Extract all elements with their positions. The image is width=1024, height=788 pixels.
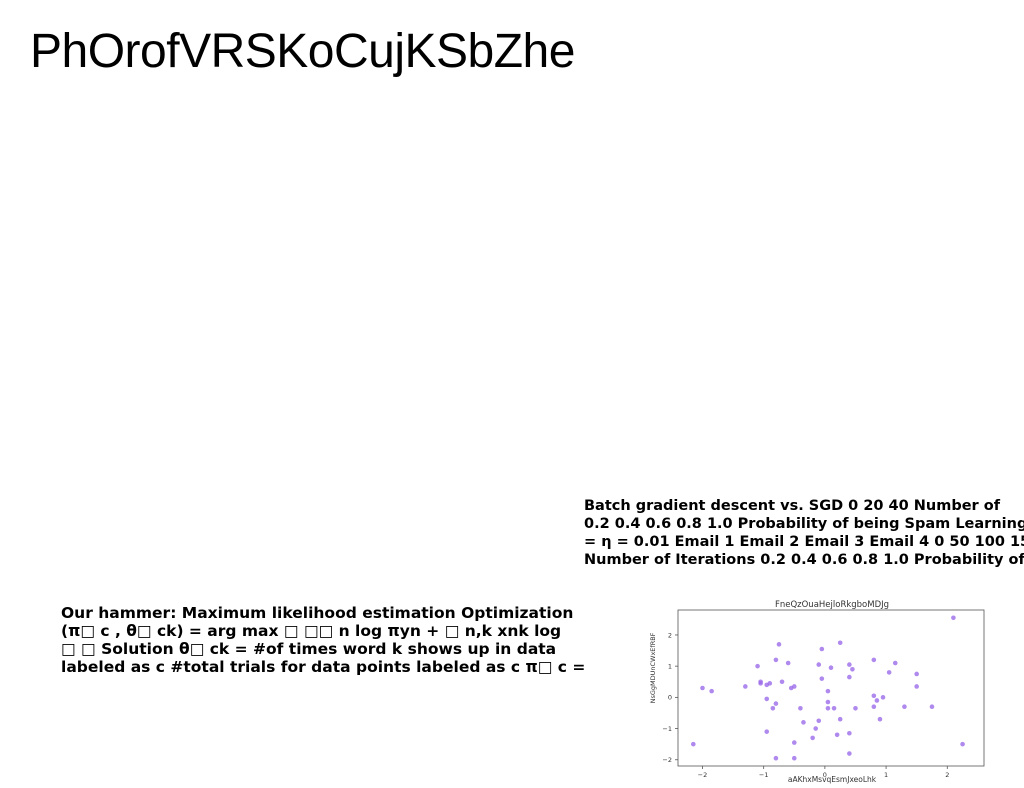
scatter-point [801, 720, 806, 725]
caption-line: = η = 0.01 Email 1 Email 2 Email 3 Email… [584, 534, 1024, 550]
scatter-point [825, 705, 831, 711]
scatter-point [837, 640, 843, 646]
figure-caption: Batch gradient descent vs. SGD 0 20 40 N… [584, 497, 1024, 569]
scatter-point [767, 681, 773, 686]
scatter-point [847, 674, 852, 680]
scatter-point [779, 679, 785, 685]
x-tick-label: −1 [759, 771, 769, 779]
plot-frame [677, 609, 985, 767]
scatter-point [825, 699, 831, 705]
scatter-point [773, 701, 779, 706]
scatter-point [960, 741, 965, 747]
body-line: □ □ Solution θ□ ck = #of times word k sh… [61, 640, 557, 658]
scatter-point [798, 705, 803, 711]
scatter-point [764, 729, 770, 734]
scatter-point [791, 740, 797, 745]
scatter-point [877, 716, 883, 722]
scatter-point [791, 684, 797, 689]
scatter-point [776, 642, 782, 647]
caption-line: Batch gradient descent vs. SGD 0 20 40 N… [584, 498, 1001, 514]
scatter-point [853, 705, 858, 711]
slide-title: PhOrofVRSKoCujKSbZhe [30, 25, 575, 78]
scatter-point [828, 665, 834, 671]
scatter-point [755, 663, 760, 669]
scatter-point [773, 657, 779, 663]
scatter-point [810, 735, 815, 741]
scatter-point [816, 662, 822, 667]
body-line: labeled as c #total trials for data poin… [61, 658, 586, 676]
scatter-point [764, 696, 770, 702]
scatter-point [770, 705, 776, 711]
scatter-point [743, 684, 748, 689]
scatter-point [831, 705, 837, 711]
scatter-point [691, 741, 696, 747]
scatter-point [816, 718, 822, 724]
y-axis-label: NsGgMDUnCWxEfRBF [649, 632, 657, 703]
scatter-point [892, 660, 898, 666]
x-tick-label: 1 [884, 771, 888, 779]
caption-line: 0.2 0.4 0.6 0.8 1.0 Probability of being… [584, 516, 1024, 532]
scatter-point [871, 657, 877, 663]
x-tick-label: 2 [945, 771, 949, 779]
y-tick-label: 0 [668, 694, 672, 702]
scatter-chart: FneQzOuaHejloRkgboMDJg aAKhxMsvqEsmJxeoL… [640, 594, 1000, 788]
scatter-point [902, 704, 907, 710]
scatter-point [791, 755, 797, 761]
body-line: (π□ c , θ□ ck) = arg max □ □□ n log πyn … [61, 622, 562, 640]
scatter-point [847, 662, 852, 667]
scatter-point [700, 685, 705, 691]
y-tick-label: −2 [662, 756, 672, 764]
scatter-point [709, 688, 714, 694]
chart-title: FneQzOuaHejloRkgboMDJg [775, 600, 889, 610]
y-tick-label: 2 [668, 631, 672, 639]
x-tick-label: 0 [823, 771, 827, 779]
scatter-point [886, 670, 892, 675]
x-tick-label: −2 [698, 771, 708, 779]
body-text: Our hammer: Maximum likelihood estimatio… [61, 604, 601, 676]
scatter-point [871, 704, 877, 710]
scatter-point [819, 646, 825, 652]
scatter-point [929, 704, 935, 710]
scatter-point [785, 660, 791, 666]
scatter-point [825, 688, 831, 694]
scatter-point [837, 716, 843, 722]
scatter-point [773, 755, 779, 761]
scatter-chart-svg: FneQzOuaHejloRkgboMDJg aAKhxMsvqEsmJxeoL… [649, 600, 985, 784]
scatter-point [850, 666, 855, 672]
y-tick-label: 1 [668, 662, 672, 670]
scatter-point [874, 698, 880, 703]
scatter-point [847, 751, 852, 756]
scatter-point [880, 695, 886, 700]
scatter-point [834, 732, 840, 738]
scatter-point [951, 615, 956, 621]
scatter-point [758, 681, 763, 686]
x-axis-label: aAKhxMsvqEsmJxeoLhk [788, 775, 877, 784]
scatter-point [813, 726, 818, 731]
scatter-point [914, 684, 919, 689]
body-line: Our hammer: Maximum likelihood estimatio… [61, 604, 574, 622]
scatter-point [819, 676, 825, 681]
scatter-point [871, 693, 877, 699]
scatter-point [847, 730, 852, 736]
caption-line: Number of Iterations 0.2 0.4 0.6 0.8 1.0… [584, 552, 1024, 568]
y-tick-label: −1 [662, 725, 672, 733]
scatter-point [914, 671, 919, 677]
